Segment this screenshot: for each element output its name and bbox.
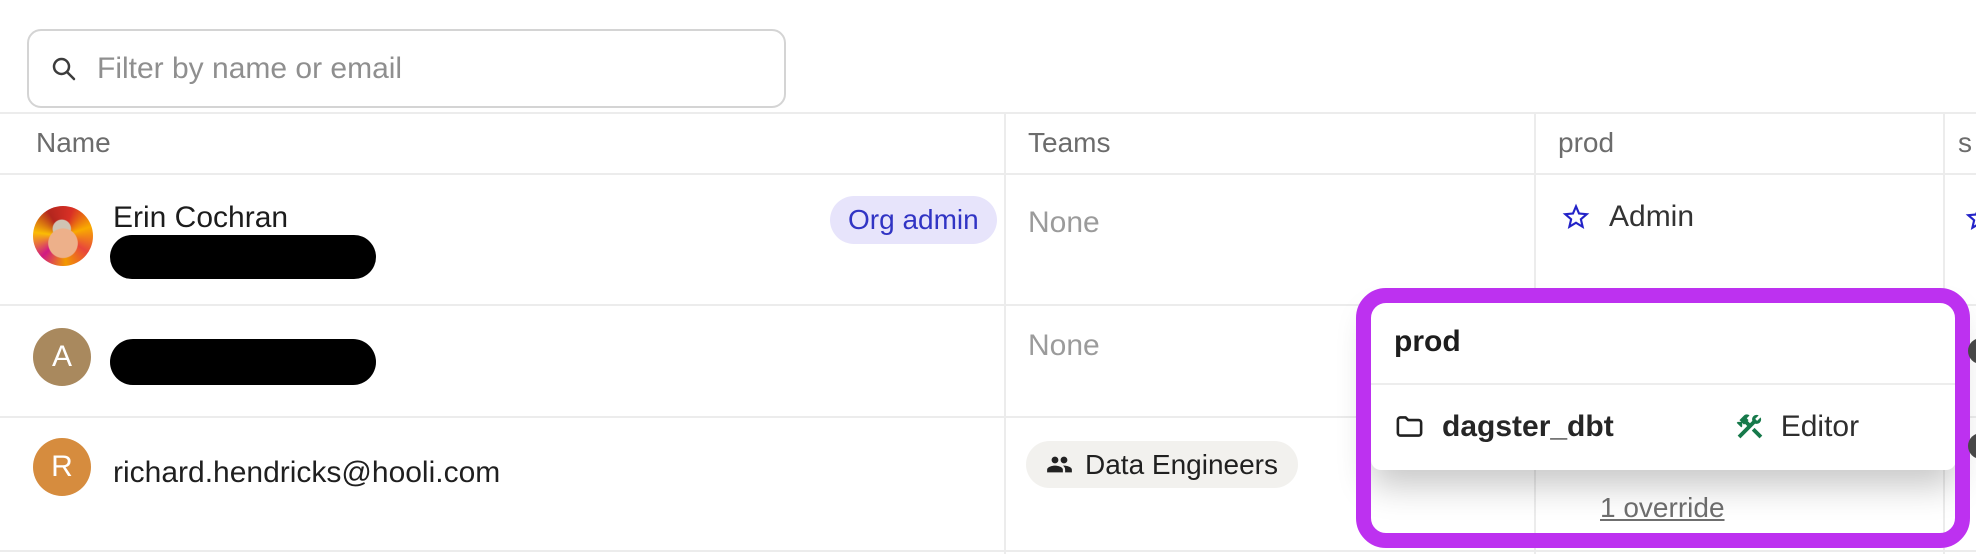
tooltip-title: prod: [1394, 325, 1461, 358]
row2-bottom-border: [0, 416, 1976, 418]
search-input[interactable]: [95, 50, 764, 87]
star-outline-icon: [1562, 203, 1590, 229]
people-icon: [1047, 456, 1072, 473]
column-header-partial: s: [1958, 127, 1972, 158]
org-admin-badge: Org admin: [830, 196, 997, 244]
row3-bottom-border: [0, 550, 1976, 552]
annotation-highlight-box: [1356, 288, 1970, 548]
override-link[interactable]: 1 override: [1600, 492, 1725, 523]
prod-role-cell-row1[interactable]: Admin: [1560, 200, 1694, 234]
user-email: richard.hendricks@hooli.com: [113, 456, 501, 489]
construction-icon: [1736, 414, 1762, 439]
avatar-initial-r: R: [33, 438, 91, 496]
column-header-name: Name: [36, 127, 111, 158]
row1-bottom-border: [0, 304, 1976, 306]
prod-permissions-tooltip: prod dagster_dbt Editor: [1371, 301, 1956, 470]
prod-role-label: Admin: [1609, 200, 1695, 233]
team-badge-label: Data Engineers: [1085, 448, 1279, 480]
search-icon: [52, 57, 76, 80]
folder-icon: [1396, 416, 1423, 437]
avatar-letter: A: [51, 340, 72, 373]
header-top-border: [0, 112, 1976, 114]
code-location-name: dagster_dbt: [1442, 409, 1614, 443]
avatar-letter: R: [51, 450, 73, 483]
column-header-teams: Teams: [1028, 127, 1111, 158]
team-badge-data-engineers: Data Engineers: [1026, 441, 1299, 488]
avatar-photo-erin: [33, 206, 93, 266]
filter-input-box: [27, 29, 786, 108]
column-header-prod: prod: [1558, 127, 1615, 158]
header-bottom-border: [0, 173, 1976, 175]
user-name: Erin Cochran: [113, 201, 289, 234]
staging-role-star-icon-clipped: [1963, 202, 1976, 239]
redacted-email-bar: [110, 235, 376, 279]
col-border-name-teams: [1004, 112, 1006, 554]
annotation-handle: [1968, 433, 1976, 459]
annotation-handle: [1968, 338, 1976, 364]
avatar-initial-a: A: [33, 328, 91, 386]
role-name: Editor: [1780, 409, 1860, 443]
teams-cell-none-row2: None: [1028, 329, 1100, 362]
redacted-name-bar: [110, 339, 376, 385]
teams-cell-none-row1: None: [1028, 206, 1100, 239]
